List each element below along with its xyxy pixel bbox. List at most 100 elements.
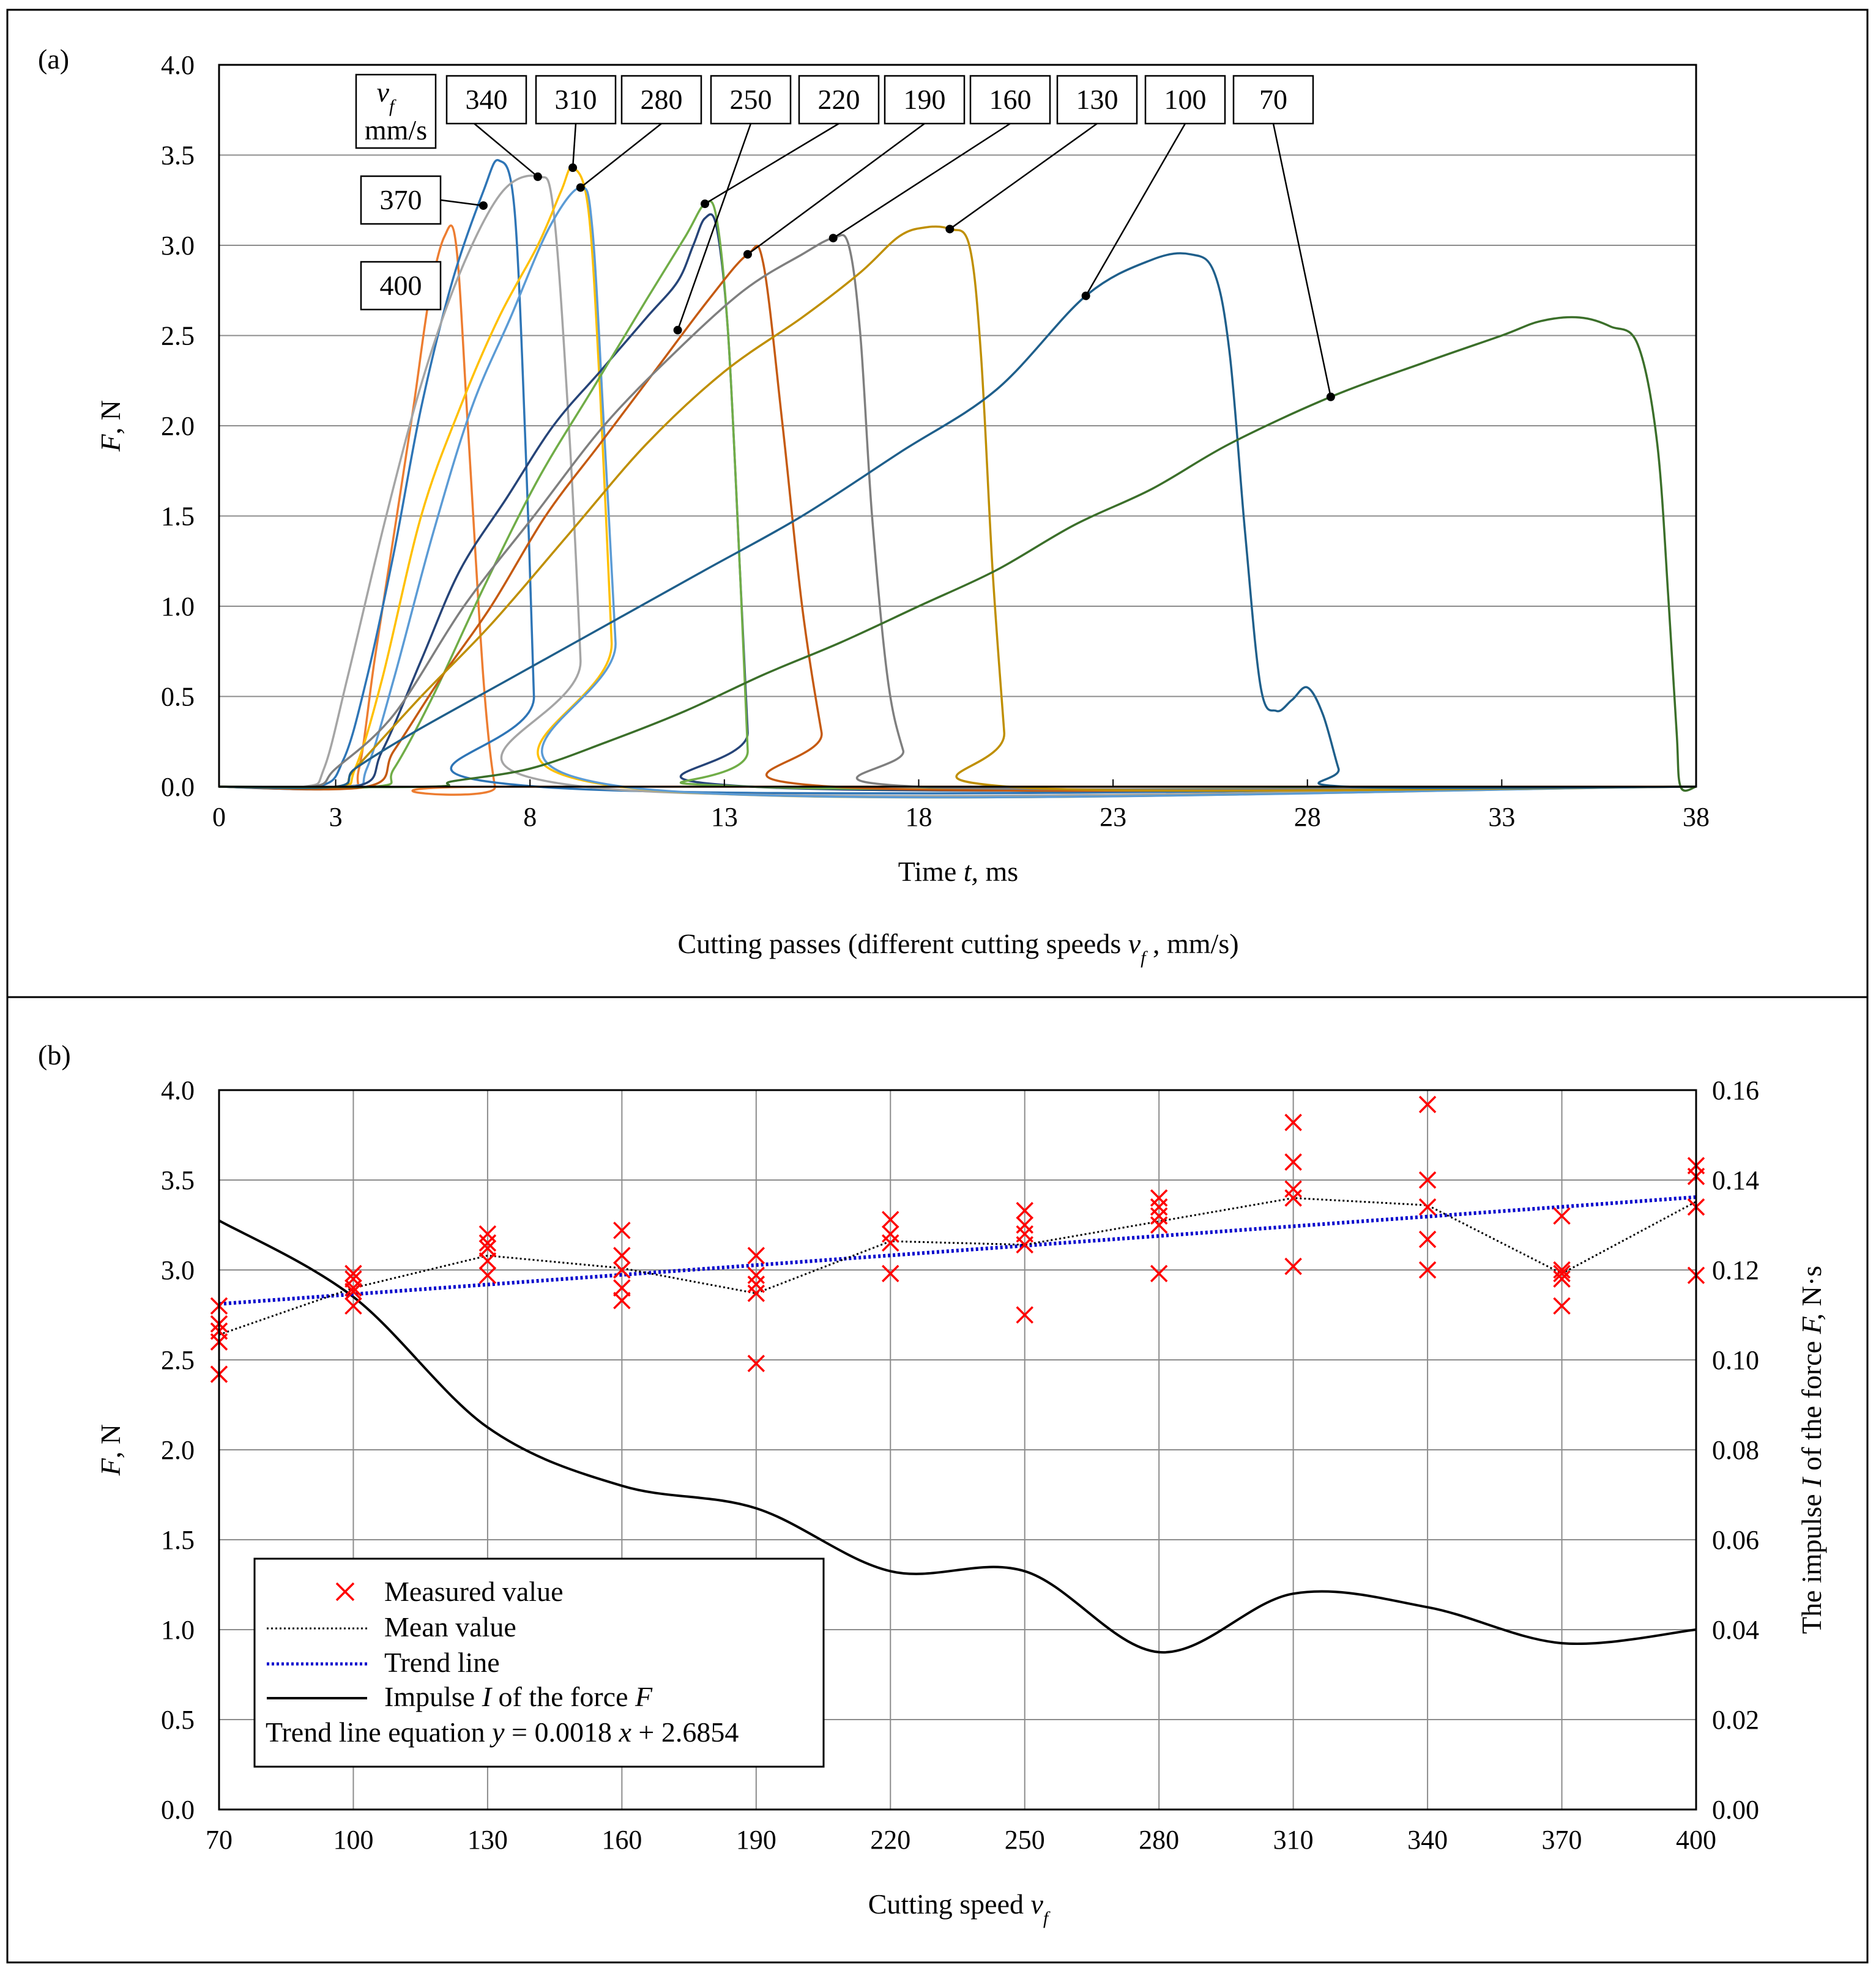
callout-dot-130: [945, 225, 955, 234]
chart-a-y-tick-label: 1.5: [161, 502, 195, 532]
callout-dot-100: [1081, 291, 1090, 300]
measured-point: [882, 1225, 899, 1243]
chart-b-y-tick-label: 1.5: [161, 1525, 195, 1555]
chart-a: 0.00.51.01.52.02.53.03.54.0 0 3 8 13 18 23 28 3…: [95, 50, 1710, 968]
measured-point: [478, 1266, 497, 1285]
callout-dot-340: [533, 172, 542, 181]
chart-b: 0.0 0.5 1.0 1.5 2.0 2.5 3.0 3.5 4.0 0.00 0.02 0.04…: [95, 1075, 1827, 1928]
measured-point: [1418, 1261, 1437, 1279]
series-line-250: [218, 213, 1697, 792]
chart-b-y-tick-label: 3.5: [161, 1165, 195, 1195]
chart-b-x-tick-label: 70: [206, 1825, 233, 1855]
callout-box-340: [445, 75, 527, 125]
chart-b-y-ticks: 0.0 0.5 1.0 1.5 2.0 2.5 3.0 3.5 4.0: [161, 1075, 195, 1825]
chart-a-y-tick-label: 1.0: [161, 592, 195, 622]
chart-a-y-tick-label: 2.5: [161, 321, 195, 351]
measured-point: [1016, 1216, 1033, 1234]
chart-a-y-tick-label: 0.5: [161, 682, 195, 712]
chart-b-x-tick-label: 160: [601, 1825, 642, 1855]
callout-box-400: [360, 261, 442, 311]
chart-a-y-tick-label: 0.0: [161, 772, 195, 802]
measured-point: [478, 1234, 497, 1252]
measured-point: [1418, 1230, 1437, 1249]
measured-point: [613, 1247, 631, 1264]
chart-b-x-tick-label: 190: [736, 1825, 776, 1855]
chart-b-y-tick-label: 4.0: [161, 1075, 195, 1105]
chart-b-x-tick-label: 250: [1005, 1825, 1045, 1855]
legend-header-box: [355, 73, 437, 149]
callout-label-190: 190: [904, 84, 946, 115]
measured-point: [1553, 1264, 1571, 1283]
chart-a-xlabel: Time t, ms: [898, 856, 1018, 887]
callout-box-310: [535, 75, 617, 125]
series-line-370: [218, 158, 1697, 795]
series-line-160: [218, 234, 1697, 791]
measured-point: [1553, 1297, 1571, 1315]
measured-point: [1150, 1264, 1168, 1283]
chart-b-y2-tick-label: 0.00: [1712, 1795, 1759, 1825]
legend-label-measured: Measured value: [384, 1576, 564, 1607]
measured-point: [478, 1225, 497, 1243]
measured-point: [478, 1252, 497, 1270]
legend-box: [253, 1557, 825, 1768]
chart-a-legend-header: vf mm/s: [355, 73, 437, 149]
chart-a-x-ticks: 0 3 8 13 18 23 28 33 38: [212, 779, 1710, 832]
chart-a-y-tick-label: 3.5: [161, 141, 195, 171]
chart-a-y-tick-label: 3.0: [161, 231, 195, 261]
callout-label-70: 70: [1259, 84, 1287, 115]
measured-point: [747, 1266, 765, 1285]
callout-leader-70: [1272, 123, 1332, 398]
measured-point: [344, 1270, 362, 1288]
measured-point: [1284, 1257, 1302, 1275]
callout-leader-160: [833, 122, 1011, 239]
callout-box-130: [1056, 75, 1138, 125]
measured-point: [613, 1279, 631, 1297]
chart-b-y2-tick-label: 0.08: [1712, 1435, 1759, 1465]
measured-point: [1150, 1216, 1168, 1234]
measured-point: [747, 1354, 765, 1373]
chart-b-x-tick-label: 370: [1542, 1825, 1582, 1855]
callout-dot-190: [743, 250, 752, 259]
chart-a-x-tick-label: 18: [905, 802, 932, 832]
measured-point: [478, 1239, 497, 1257]
chart-b-mean-layer: [218, 1197, 1697, 1336]
callout-box-370: [360, 175, 442, 225]
callout-leader-250: [677, 123, 752, 331]
chart-b-x-tick-label: 100: [333, 1825, 373, 1855]
chart-b-plot-border: [218, 1089, 1697, 1811]
callout-label-370: 370: [380, 184, 422, 215]
chart-a-plot-border: [218, 64, 1697, 788]
callout-dot-280: [576, 183, 585, 192]
chart-b-y2-tick-label: 0.06: [1712, 1525, 1759, 1555]
chart-a-x-tick-label: 33: [1488, 802, 1515, 832]
measured-point: [1284, 1113, 1302, 1132]
callout-box-250: [710, 75, 792, 125]
measured-point: [344, 1297, 362, 1315]
measured-point: [1418, 1198, 1437, 1216]
chart-a-y-ticks: 0.0 0.5 1.0 1.5 2.0 2.5 3.0 3.5 4.0: [161, 50, 195, 802]
mean-value-line: [218, 1197, 1697, 1336]
chart-b-x-tick-label: 400: [1676, 1825, 1716, 1855]
measured-point: [1553, 1270, 1571, 1288]
callout-label-310: 310: [555, 84, 597, 115]
chart-b-y2label: The impulse I of the force F, N·s: [1796, 1266, 1827, 1634]
chart-a-x-tick-label: 0: [212, 802, 226, 832]
measured-point: [882, 1211, 899, 1228]
chart-b-x-tick-label: 220: [870, 1825, 910, 1855]
measured-point: [1016, 1225, 1033, 1243]
callout-label-220: 220: [818, 84, 860, 115]
measured-point: [344, 1279, 362, 1297]
measured-point: [1553, 1261, 1571, 1279]
chart-b-y-tick-label: 0.5: [161, 1705, 195, 1735]
callout-leader-310: [571, 123, 577, 168]
chart-b-y2-tick-label: 0.02: [1712, 1705, 1759, 1735]
measured-point: [1553, 1207, 1571, 1225]
legend-trend-equation: Trend line equation y = 0.0018 x + 2.685…: [266, 1717, 739, 1748]
callout-label-400: 400: [380, 270, 422, 301]
measured-point: [747, 1284, 765, 1302]
chart-b-impulse-layer: [218, 1219, 1697, 1654]
callout-dot-310: [568, 163, 578, 173]
callout-dot-70: [1326, 392, 1335, 401]
callout-dot-220: [701, 199, 710, 209]
